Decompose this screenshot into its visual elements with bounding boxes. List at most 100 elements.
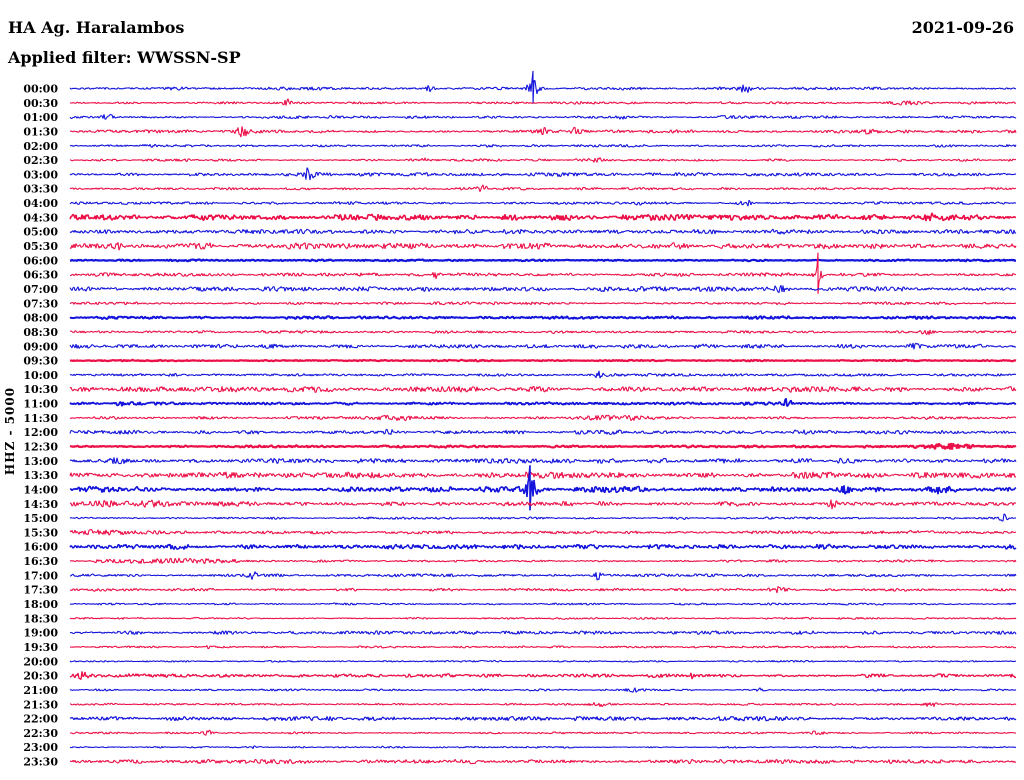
trace-08:00 [69, 315, 1017, 320]
trace-02:00 [69, 143, 1017, 148]
trace-23:30 [69, 758, 1017, 765]
time-label-07:30: 07:30 [23, 297, 58, 310]
time-label-04:00: 04:00 [23, 197, 58, 210]
page-title: HA Ag. Haralambos [8, 18, 185, 37]
trace-08:30 [70, 329, 1017, 335]
trace-02:30 [69, 157, 1017, 163]
trace-01:00 [69, 114, 1017, 120]
trace-00:30 [69, 98, 1017, 106]
trace-10:00 [70, 370, 1017, 379]
time-label-06:00: 06:00 [23, 254, 58, 267]
time-label-07:00: 07:00 [23, 283, 58, 296]
time-label-10:30: 10:30 [23, 383, 58, 396]
trace-19:30 [69, 645, 1017, 650]
trace-20:00 [69, 659, 1017, 663]
time-label-00:00: 00:00 [23, 83, 58, 96]
trace-06:00 [69, 258, 1017, 263]
time-label-21:30: 21:30 [23, 698, 58, 711]
trace-06:30 [69, 252, 1017, 294]
date-label: 2021-09-26 [911, 18, 1014, 37]
time-label-11:00: 11:00 [23, 398, 58, 411]
time-label-08:00: 08:00 [23, 312, 58, 325]
time-label-02:30: 02:30 [23, 154, 58, 167]
trace-10:30 [69, 385, 1017, 393]
time-label-04:30: 04:30 [23, 211, 58, 224]
trace-19:00 [69, 630, 1017, 635]
trace-15:00 [69, 513, 1017, 522]
time-label-23:30: 23:30 [23, 756, 58, 769]
trace-14:00 [69, 465, 1017, 511]
trace-23:00 [69, 745, 1017, 749]
time-label-02:00: 02:00 [23, 140, 58, 153]
trace-15:30 [69, 528, 1017, 536]
time-label-13:30: 13:30 [23, 469, 58, 482]
time-label-16:30: 16:30 [23, 555, 58, 568]
trace-16:30 [69, 557, 1017, 564]
trace-13:00 [69, 457, 1017, 465]
trace-16:00 [69, 543, 1017, 550]
time-label-05:00: 05:00 [23, 226, 58, 239]
time-label-12:30: 12:30 [23, 441, 58, 454]
time-label-22:30: 22:30 [23, 727, 58, 740]
time-label-21:00: 21:00 [23, 684, 58, 697]
time-label-12:00: 12:00 [23, 426, 58, 439]
time-label-05:30: 05:30 [23, 240, 58, 253]
trace-21:30 [69, 702, 1017, 708]
trace-20:30 [69, 671, 1017, 680]
time-label-23:00: 23:00 [23, 741, 58, 754]
time-label-14:00: 14:00 [23, 484, 58, 497]
trace-14:30 [70, 499, 1017, 510]
trace-21:00 [69, 687, 1017, 693]
time-label-17:00: 17:00 [23, 569, 58, 582]
time-label-18:30: 18:30 [23, 612, 58, 625]
time-label-17:30: 17:30 [23, 584, 58, 597]
trace-05:30 [69, 242, 1017, 251]
filter-label: Applied filter: WWSSN-SP [8, 48, 241, 67]
time-label-09:30: 09:30 [23, 355, 58, 368]
trace-04:00 [69, 199, 1017, 207]
time-label-03:00: 03:00 [23, 168, 58, 181]
trace-18:00 [69, 602, 1017, 606]
time-label-01:30: 01:30 [23, 126, 58, 139]
time-label-00:30: 00:30 [23, 97, 58, 110]
trace-22:00 [69, 716, 1017, 722]
trace-11:00 [69, 397, 1017, 407]
trace-07:30 [69, 301, 1017, 306]
time-label-16:00: 16:00 [23, 541, 58, 554]
time-label-15:30: 15:30 [23, 526, 58, 539]
trace-07:00 [69, 284, 1017, 294]
trace-03:00 [69, 167, 1017, 181]
time-label-09:00: 09:00 [23, 340, 58, 353]
trace-00:00 [69, 70, 1017, 104]
time-label-11:30: 11:30 [23, 412, 58, 425]
trace-09:30 [69, 358, 1017, 363]
time-label-03:30: 03:30 [23, 183, 58, 196]
time-label-19:00: 19:00 [23, 627, 58, 640]
time-label-01:00: 01:00 [23, 111, 58, 124]
trace-11:30 [69, 414, 1017, 422]
trace-17:00 [69, 571, 1017, 581]
time-label-10:00: 10:00 [23, 369, 58, 382]
time-label-18:00: 18:00 [23, 598, 58, 611]
trace-17:30 [69, 586, 1017, 594]
time-label-20:30: 20:30 [23, 670, 58, 683]
time-label-15:00: 15:00 [23, 512, 58, 525]
time-label-22:00: 22:00 [23, 713, 58, 726]
trace-03:30 [69, 184, 1017, 192]
time-label-19:30: 19:30 [23, 641, 58, 654]
trace-04:30 [69, 212, 1017, 222]
trace-09:00 [69, 342, 1017, 350]
trace-01:30 [69, 126, 1017, 138]
trace-12:00 [69, 428, 1017, 435]
time-label-20:00: 20:00 [23, 655, 58, 668]
time-label-06:30: 06:30 [23, 269, 58, 282]
trace-22:30 [69, 729, 1017, 736]
trace-05:00 [69, 228, 1017, 235]
time-label-08:30: 08:30 [23, 326, 58, 339]
trace-18:30 [69, 616, 1017, 620]
time-label-14:30: 14:30 [23, 498, 58, 511]
trace-12:30 [69, 442, 1017, 450]
time-label-13:00: 13:00 [23, 455, 58, 468]
